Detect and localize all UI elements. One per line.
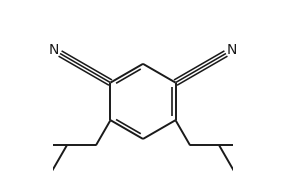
Text: N: N	[49, 43, 59, 57]
Text: N: N	[227, 43, 237, 57]
